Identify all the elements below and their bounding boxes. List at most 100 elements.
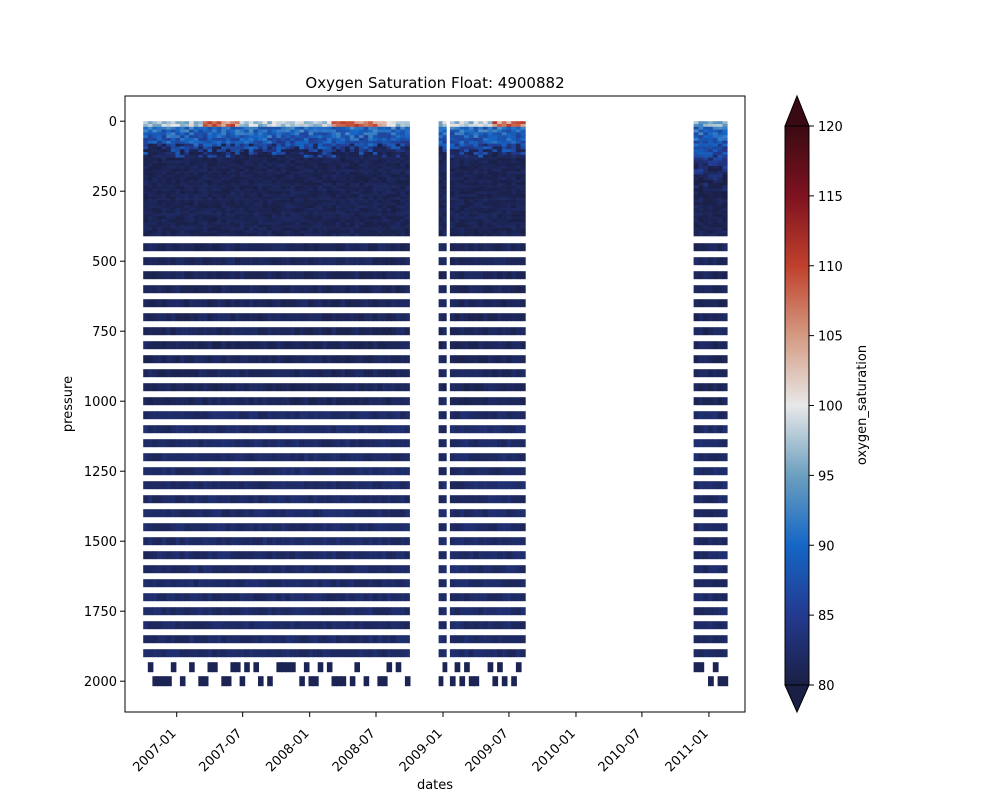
heatmap-cell [280,219,286,223]
heatmap-cell [345,191,351,195]
heatmap-cell [372,495,378,504]
heatmap-cell [248,355,254,364]
heatmap-cell [166,143,172,147]
heatmap-cell [285,124,291,128]
heatmap-cell [313,593,319,602]
heatmap-cell [391,180,397,184]
heatmap-cell [438,243,443,252]
heatmap-cell [230,205,236,209]
heatmap-cell [193,341,199,350]
heatmap-cell [271,166,277,170]
heatmap-cell [372,313,378,322]
heatmap-cell [157,219,162,223]
heatmap-cell [382,285,387,294]
heatmap-cell [280,143,286,147]
heatmap-cell [326,160,332,164]
heatmap-cell [449,579,455,588]
heatmap-cell [235,168,240,172]
heatmap-cell [230,495,236,504]
heatmap-cell [230,168,236,172]
heatmap-cell [253,565,259,574]
heatmap-cell [464,216,470,220]
heatmap-cell [198,196,204,200]
heatmap-cell [262,174,268,178]
heatmap-cell [216,481,222,490]
heatmap-cell [459,676,466,687]
heatmap-cell [359,140,364,144]
heatmap-cell [449,355,455,364]
heatmap-cell [207,509,213,518]
heatmap-cell [345,509,351,518]
heatmap-cell [299,467,305,476]
heatmap-cell [492,146,498,150]
heatmap-cell [198,481,204,490]
heatmap-cell [391,621,397,630]
heatmap-cell [363,565,369,574]
heatmap-cell [400,327,406,336]
heatmap-cell [308,168,314,172]
heatmap-cell [359,313,364,322]
heatmap-cell [175,216,181,220]
heatmap-cell [492,140,498,144]
heatmap-cell [280,495,286,504]
heatmap-cell [322,157,328,161]
heatmap-cell [290,160,296,164]
heatmap-cell [468,216,474,220]
heatmap-cell [359,551,364,560]
heatmap-cell [336,257,341,266]
heatmap-cell [303,166,309,170]
heatmap-cell [468,124,474,128]
heatmap-cell [262,129,268,133]
heatmap-cell [294,126,300,130]
heatmap-cell [345,222,351,226]
heatmap-cell [143,467,149,476]
heatmap-cell [468,285,474,294]
heatmap-cell [459,160,465,164]
heatmap-cell [391,397,397,406]
heatmap-cell [395,509,401,518]
heatmap-cell [271,177,277,181]
heatmap-cell [478,565,484,574]
heatmap-cell [382,607,387,616]
heatmap-cell [487,205,493,209]
heatmap-cell [216,425,222,434]
heatmap-cell [202,523,208,532]
heatmap-cell [216,299,222,308]
heatmap-cell [230,185,236,189]
heatmap-cell [482,177,488,181]
heatmap-cell [280,621,286,630]
heatmap-cell [303,495,309,504]
heatmap-cell [331,227,337,231]
heatmap-cell [454,126,460,130]
heatmap-cell [225,196,231,200]
heatmap-cell [262,411,268,420]
heatmap-cell [184,467,190,476]
heatmap-cell [391,369,397,378]
heatmap-cell [317,551,323,560]
heatmap-cell [322,149,328,153]
heatmap-cell [170,551,176,560]
heatmap-cell [349,154,355,158]
heatmap-cell [449,383,455,392]
heatmap-cell [299,205,305,209]
heatmap-cell [258,341,263,350]
heatmap-cell [212,157,218,161]
heatmap-cell [258,135,263,139]
heatmap-cell [377,194,383,198]
heatmap-cell [280,199,286,203]
heatmap-cell [363,126,369,130]
heatmap-cell [349,327,355,336]
heatmap-cell [349,676,356,687]
heatmap-cell [482,230,488,234]
heatmap-cell [235,194,240,198]
heatmap-cell [248,168,254,172]
heatmap-cell [313,174,319,178]
heatmap-cell [331,132,337,136]
heatmap-cell [299,621,305,630]
heatmap-cell [299,383,305,392]
heatmap-cell [468,126,474,130]
heatmap-cell [161,126,167,130]
heatmap-cell [230,129,236,133]
heatmap-cell [492,138,498,142]
heatmap-cell [487,154,493,158]
